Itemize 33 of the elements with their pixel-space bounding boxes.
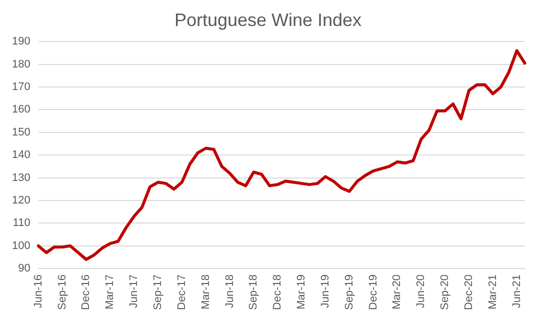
x-tick-label: Mar-20 <box>391 274 404 310</box>
y-tick-label: 190 <box>12 36 30 48</box>
x-tick-label: Jun-20 <box>415 274 428 308</box>
x-tick-label: Sep-20 <box>439 274 452 310</box>
chart-title: Portuguese Wine Index <box>174 10 362 30</box>
y-tick-label: 110 <box>12 217 30 230</box>
y-tick-label: 100 <box>12 240 30 252</box>
x-tick-label: Mar-17 <box>104 274 116 310</box>
x-tick-label: Jun-16 <box>32 274 44 308</box>
x-tick-label: Sep-19 <box>343 274 356 310</box>
y-tick-label: 90 <box>18 262 30 275</box>
y-tick-label: 160 <box>12 104 30 116</box>
y-tick-label: 140 <box>12 149 30 162</box>
x-tick-label: Jun-19 <box>319 274 332 308</box>
x-tick-label: Dec-16 <box>80 274 92 310</box>
x-tick-label: Sep-17 <box>152 274 164 310</box>
x-tick-label: Mar-18 <box>200 274 212 310</box>
y-tick-label: 130 <box>12 172 30 184</box>
x-tick-label: Dec-17 <box>176 274 188 310</box>
x-tick-label: Jun-21 <box>510 274 523 308</box>
x-tick-label: Jun-18 <box>224 274 236 308</box>
x-tick-label: Sep-18 <box>248 274 260 310</box>
y-tick-label: 180 <box>12 58 30 70</box>
x-tick-label: Mar-19 <box>296 274 308 310</box>
x-tick-label: Sep-16 <box>56 274 68 310</box>
y-tick-label: 120 <box>12 194 30 206</box>
y-tick-label: 170 <box>12 81 30 94</box>
x-tick-label: Mar-21 <box>486 274 499 310</box>
x-tick-label: Dec-18 <box>272 274 284 310</box>
x-tick-label: Dec-19 <box>367 274 380 310</box>
x-tick-label: Dec-20 <box>463 274 476 310</box>
y-tick-label: 150 <box>12 126 30 138</box>
x-tick-label: Jun-17 <box>128 274 140 308</box>
